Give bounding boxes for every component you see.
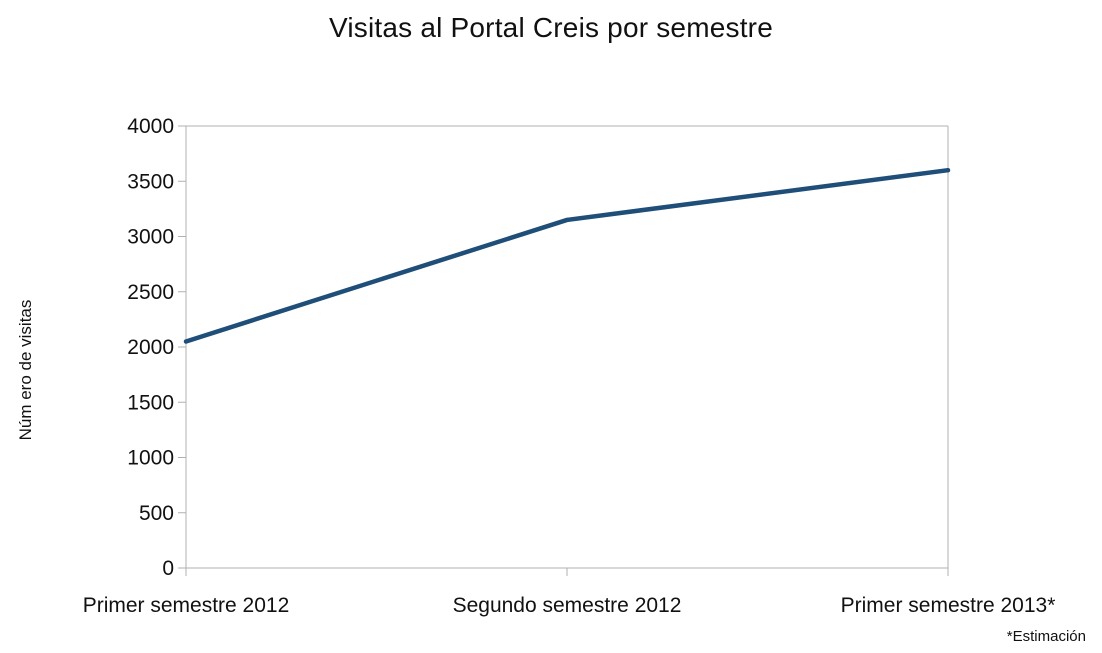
x-tick-label: Primer semestre 2012 [83,594,290,617]
data-point [946,168,950,173]
y-tick-label: 1000 [127,447,174,470]
y-tick-label: 2000 [127,336,174,359]
y-tick-label: 2500 [127,281,174,304]
data-point [184,339,188,344]
y-tick-label: 4000 [127,115,174,138]
y-tick-label: 500 [139,502,174,525]
chart-title: Visitas al Portal Creis por semestre [329,12,773,43]
y-tick-label: 1500 [127,391,174,414]
y-tick-label: 0 [162,557,174,580]
x-tick-label: Primer semestre 2013* [841,594,1056,617]
y-tick-label: 3000 [127,226,174,249]
series-line [183,167,951,344]
footnote: *Estimación [1006,628,1086,645]
x-tick-label: Segundo semestre 2012 [453,594,682,617]
data-point [565,217,569,222]
y-tick-label: 3500 [127,170,174,193]
